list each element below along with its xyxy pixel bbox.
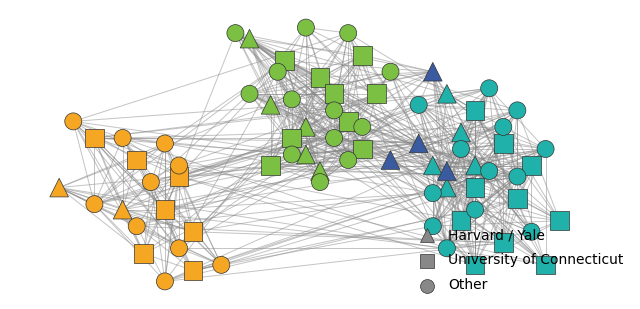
Point	[230, 31, 241, 36]
Point	[456, 218, 466, 223]
Point	[146, 180, 156, 184]
Point	[442, 169, 452, 174]
Point	[160, 141, 170, 146]
Point	[343, 119, 353, 124]
Point	[526, 163, 536, 168]
Point	[540, 262, 550, 267]
Point	[442, 91, 452, 96]
Point	[371, 91, 381, 96]
Point	[385, 69, 396, 74]
Point	[139, 251, 149, 256]
Point	[244, 91, 255, 96]
Point	[456, 130, 466, 135]
Point	[118, 207, 128, 212]
Point	[54, 185, 64, 190]
Point	[329, 91, 339, 96]
Point	[266, 163, 276, 168]
Legend: Harvard / Yale, University of Connecticut, Other: Harvard / Yale, University of Connecticu…	[406, 221, 630, 299]
Point	[484, 86, 494, 91]
Point	[456, 146, 466, 151]
Point	[413, 141, 424, 146]
Point	[470, 207, 480, 212]
Point	[174, 163, 184, 168]
Point	[174, 174, 184, 179]
Point	[315, 75, 325, 80]
Point	[174, 246, 184, 251]
Point	[470, 163, 480, 168]
Point	[357, 53, 367, 58]
Point	[470, 262, 480, 267]
Point	[287, 152, 297, 157]
Point	[315, 169, 325, 174]
Point	[132, 158, 142, 163]
Point	[188, 229, 198, 234]
Point	[512, 196, 522, 201]
Point	[90, 135, 100, 140]
Point	[68, 119, 78, 124]
Point	[554, 218, 564, 223]
Point	[266, 102, 276, 107]
Point	[132, 224, 142, 229]
Point	[287, 135, 297, 140]
Point	[287, 97, 297, 102]
Point	[188, 268, 198, 273]
Point	[512, 108, 522, 113]
Point	[160, 279, 170, 284]
Point	[484, 169, 494, 174]
Point	[428, 191, 438, 196]
Point	[301, 25, 311, 30]
Point	[470, 185, 480, 190]
Point	[498, 240, 508, 245]
Point	[357, 125, 367, 129]
Point	[90, 202, 100, 207]
Point	[428, 224, 438, 229]
Point	[273, 69, 283, 74]
Point	[526, 229, 536, 234]
Point	[118, 135, 128, 140]
Point	[329, 108, 339, 113]
Point	[343, 31, 353, 36]
Point	[280, 58, 290, 63]
Point	[442, 185, 452, 190]
Point	[498, 141, 508, 146]
Point	[315, 180, 325, 184]
Point	[428, 163, 438, 168]
Point	[301, 152, 311, 157]
Point	[428, 69, 438, 74]
Point	[385, 158, 396, 163]
Point	[343, 158, 353, 163]
Point	[470, 108, 480, 113]
Point	[498, 125, 508, 129]
Point	[540, 146, 550, 151]
Point	[160, 207, 170, 212]
Point	[512, 174, 522, 179]
Point	[301, 125, 311, 129]
Point	[216, 262, 227, 267]
Point	[357, 146, 367, 151]
Point	[244, 36, 255, 41]
Point	[413, 102, 424, 107]
Point	[442, 246, 452, 251]
Point	[329, 135, 339, 140]
